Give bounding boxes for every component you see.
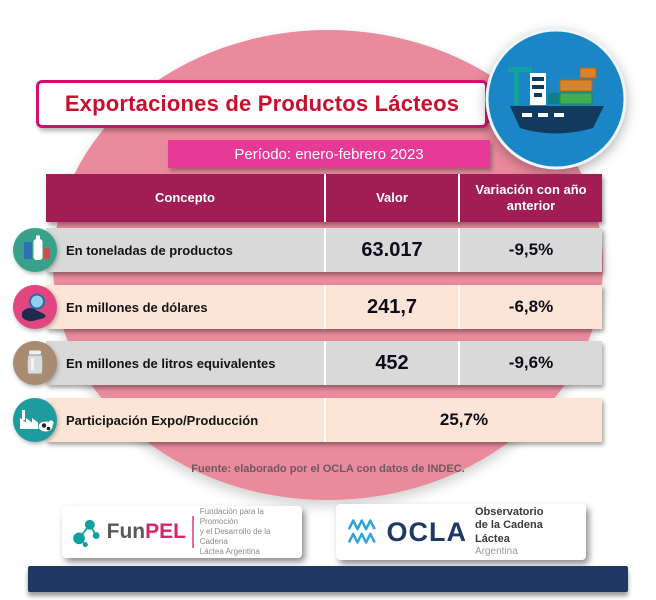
ocla-subtitle: Observatorio de la Cadena Láctea Argenti… xyxy=(475,506,576,558)
table-row-participacion: Participación Expo/Producción 25,7% xyxy=(46,398,602,442)
milk-can-icon xyxy=(13,341,57,385)
cell-concepto: En millones de litros equivalentes xyxy=(46,341,324,385)
title-box: Exportaciones de Productos Lácteos xyxy=(36,80,488,128)
cell-valor-span: 25,7% xyxy=(326,398,602,442)
header-variacion: Variación con año anterior xyxy=(460,174,602,222)
source-note: Fuente: elaborado por el OCLA con datos … xyxy=(191,463,465,475)
cell-valor: 241,7 xyxy=(326,285,458,329)
ocla-subtitle-line1: Observatorio xyxy=(474,506,544,519)
period-bar: Período: enero-febrero 2023 xyxy=(168,140,490,168)
table-row-litros: En millones de litros equivalentes 452 -… xyxy=(46,341,602,385)
cargo-ship-icon xyxy=(485,28,627,170)
header-valor: Valor xyxy=(326,174,458,222)
header-concepto: Concepto xyxy=(46,174,324,222)
cell-concepto: Participación Expo/Producción xyxy=(46,398,324,442)
ocla-subtitle-line3: Argentina xyxy=(474,545,518,557)
funpel-tagline-line1: Fundación para la Promoción xyxy=(199,507,264,526)
page-title: Exportaciones de Productos Lácteos xyxy=(64,91,460,116)
funpel-brand: FunPEL xyxy=(107,520,186,544)
money-hand-icon xyxy=(13,285,57,329)
cell-concepto: En toneladas de productos xyxy=(46,228,324,272)
funpel-tagline-line3: Láctea Argentina xyxy=(199,547,260,556)
factory-cow-icon xyxy=(13,398,57,442)
period-label: Período: enero-febrero 2023 xyxy=(234,145,424,163)
funpel-divider xyxy=(191,516,194,548)
ocla-subtitle-line2: de la Cadena Láctea xyxy=(474,519,543,545)
cell-valor: 452 xyxy=(326,341,458,385)
funpel-network-icon xyxy=(73,519,100,548)
funpel-logo-card: FunPEL Fundación para la Promoción y el … xyxy=(62,506,302,558)
cell-variacion: -6,8% xyxy=(460,285,602,329)
ocla-logo-card: OCLA Observatorio de la Cadena Láctea Ar… xyxy=(336,504,586,560)
table-header-row: Concepto Valor Variación con año anterio… xyxy=(46,174,602,222)
cell-variacion: -9,6% xyxy=(460,341,602,385)
cell-valor: 63.017 xyxy=(326,228,458,272)
table-row-dolares: En millones de dólares 241,7 -6,8% xyxy=(46,285,602,329)
ship-badge xyxy=(484,27,628,171)
cell-concepto: En millones de dólares xyxy=(46,285,324,329)
funpel-tagline: Fundación para la Promoción y el Desarro… xyxy=(200,507,294,557)
funpel-brand-suffix: PEL xyxy=(145,520,186,543)
table-row-toneladas: En toneladas de productos 63.017 -9,5% xyxy=(46,228,602,272)
ocla-brand: OCLA xyxy=(386,516,467,547)
funpel-tagline-line2: y el Desarrollo de la Cadena xyxy=(199,527,271,546)
ocla-wave-icon xyxy=(347,519,376,544)
bottom-bar xyxy=(28,566,628,592)
funpel-brand-prefix: Fun xyxy=(106,520,146,543)
cell-variacion: -9,5% xyxy=(460,228,602,272)
milk-products-icon xyxy=(13,228,57,272)
